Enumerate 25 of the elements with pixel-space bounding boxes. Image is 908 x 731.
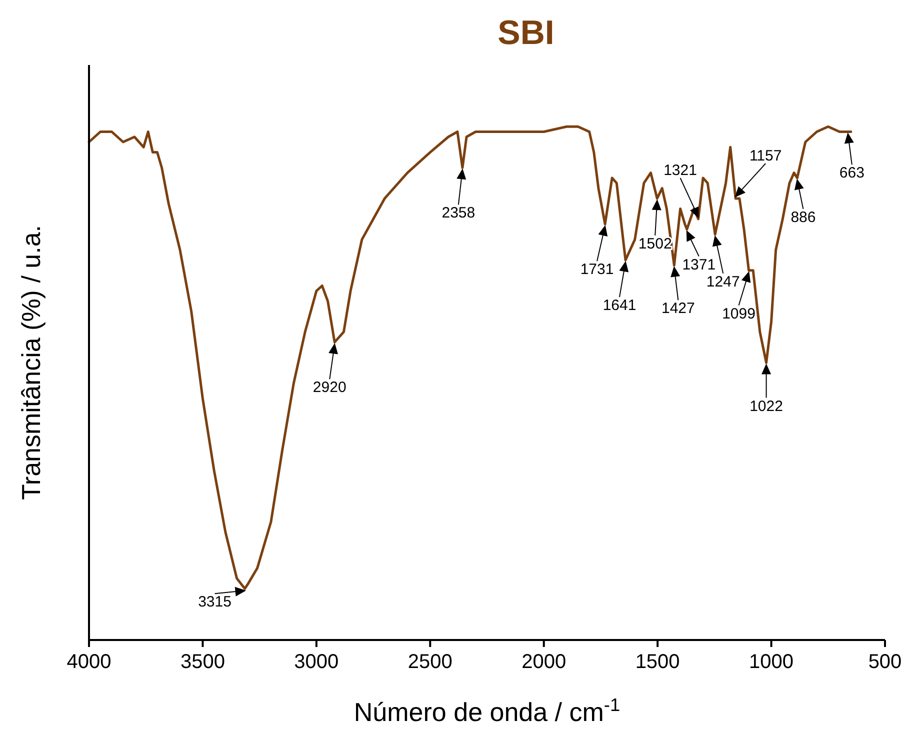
x-axis-title: Número de onda / cm$^{-1}$	[354, 695, 620, 727]
annotation: 1427	[661, 300, 695, 318]
x-tick-label: 2500	[408, 651, 452, 673]
annotation: 3315	[198, 594, 232, 611]
x-tick-label: 4000	[66, 651, 112, 673]
annotation: 1731	[580, 261, 614, 278]
annotation: 1641	[602, 297, 636, 314]
annotation: 886	[790, 208, 816, 226]
annotation: 1247	[706, 273, 740, 290]
annotation: 1099	[722, 305, 756, 322]
annotation: 1022	[750, 398, 783, 415]
chart-title: SBI	[498, 14, 554, 52]
x-tick-label: 3000	[294, 651, 339, 673]
x-tick-label: 1000	[749, 651, 794, 673]
x-tick-label: 3500	[180, 651, 225, 673]
annotation: 2358	[442, 204, 476, 222]
annotation: 1321	[664, 162, 697, 180]
annotation: 1371	[682, 256, 716, 274]
annotation: 2920	[312, 379, 346, 396]
x-tick-label: 500	[868, 651, 902, 673]
annotation: 1157	[749, 147, 782, 164]
annotation: 663	[839, 164, 864, 182]
x-tick-label: 2000	[522, 651, 566, 673]
y-axis-title: Transmitância (%) / u.a.	[16, 224, 46, 500]
x-tick-label: 1500	[635, 651, 680, 673]
